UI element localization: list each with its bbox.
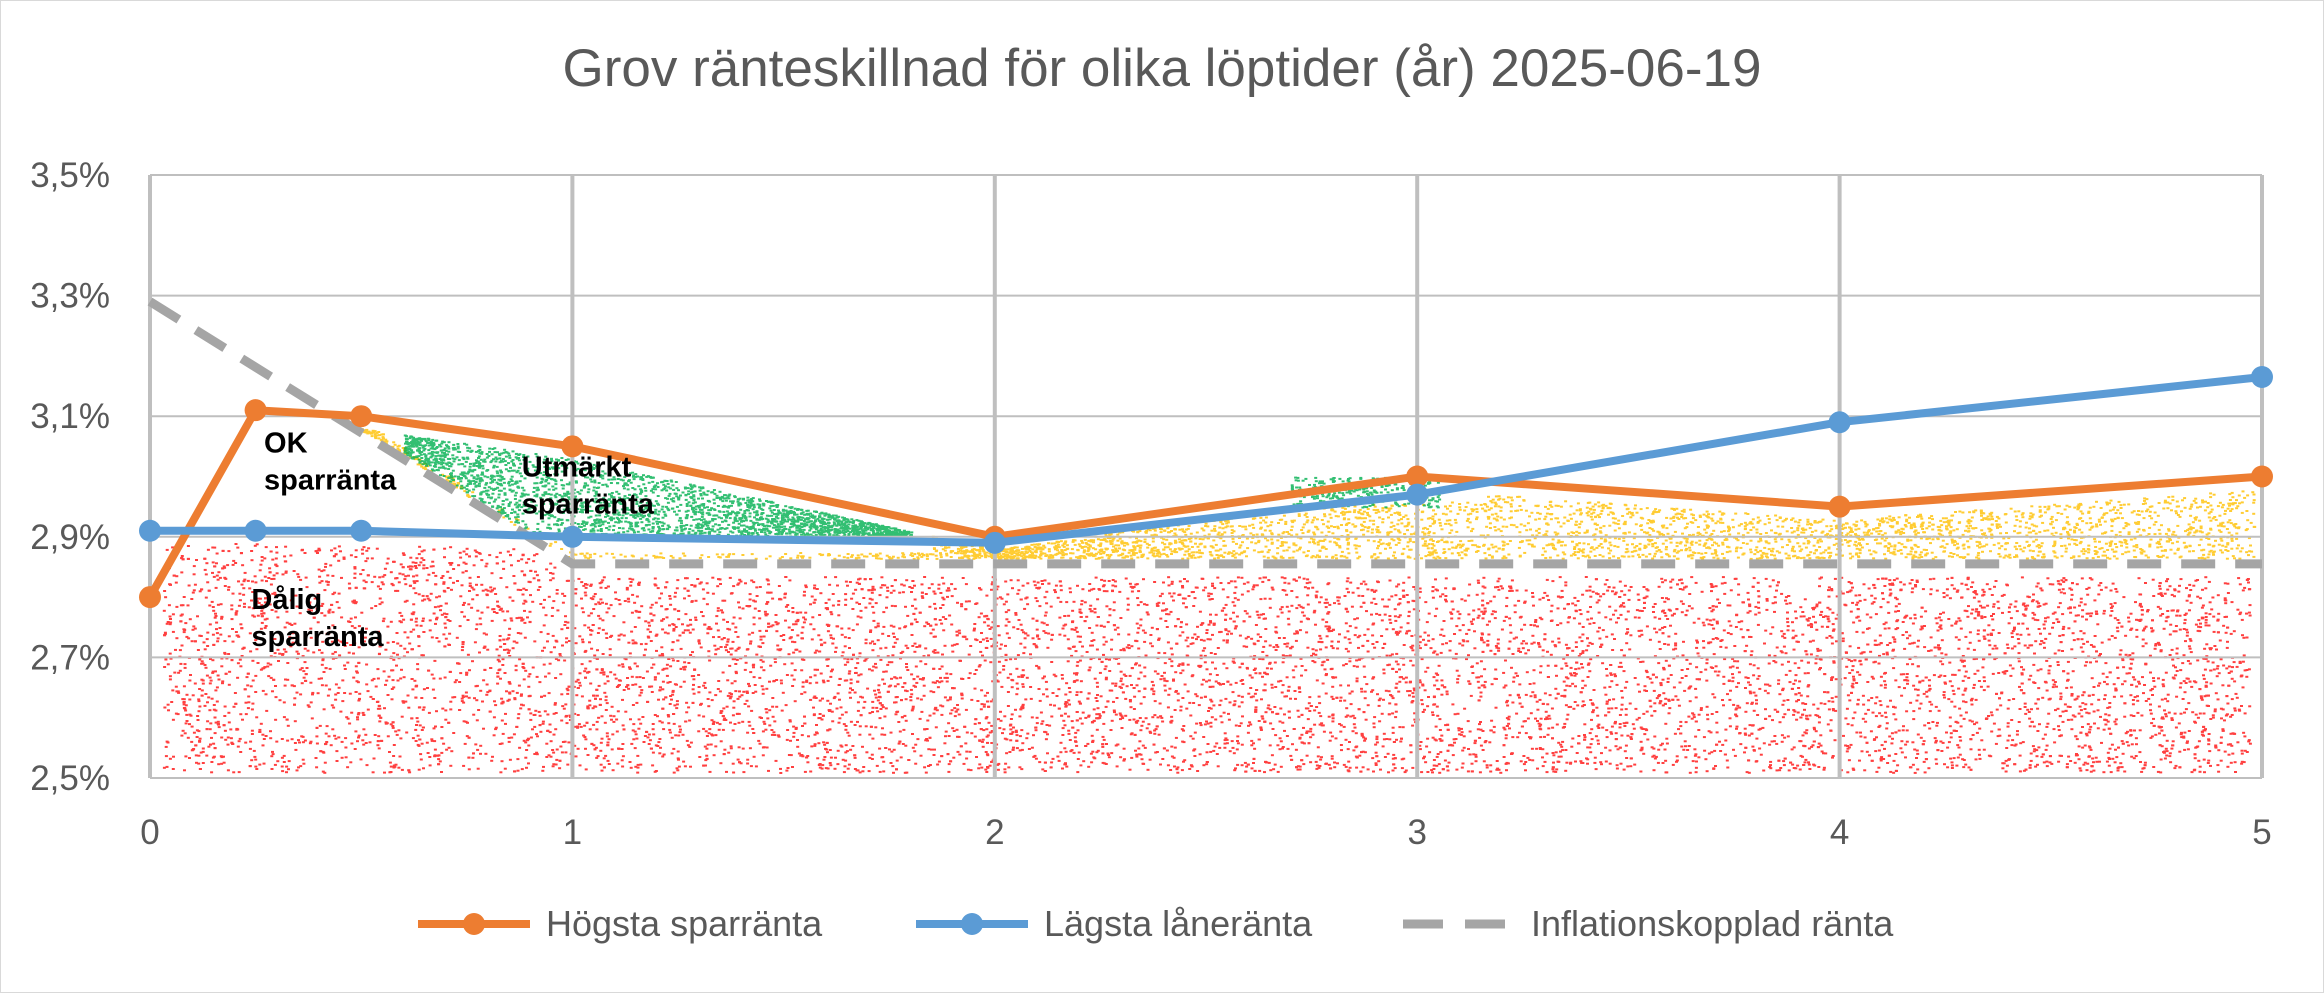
zone-label: Utmärkt sparränta — [522, 452, 655, 521]
zone-labels: OK sparränta Utmärkt sparränta Dålig sparränt… — [251, 427, 654, 653]
series-point — [139, 586, 161, 609]
legend: Högsta sparränta Lägsta låneränta Inflatio… — [418, 903, 1894, 944]
legend-label: Inflationskopplad ränta — [1531, 903, 1894, 944]
series-point — [244, 399, 267, 422]
series-point — [1406, 483, 1429, 506]
series-point — [1828, 411, 1851, 434]
series-point — [983, 531, 1006, 554]
y-tick-label: 2,9% — [30, 518, 110, 557]
gridlines — [148, 174, 2264, 779]
legend-label: Högsta sparränta — [546, 903, 823, 944]
x-tick-label: 5 — [2252, 813, 2271, 852]
y-tick-label: 3,5% — [30, 156, 110, 195]
series-point — [244, 519, 267, 542]
chart-title: Grov ränteskillnad för olika löptider (å… — [562, 39, 1762, 98]
series-point — [2251, 465, 2273, 488]
zone-label: Dålig sparränta — [251, 584, 384, 653]
rating-zones — [162, 428, 2257, 774]
series-lines — [139, 297, 2273, 609]
legend-label: Lägsta låneränta — [1044, 903, 1313, 944]
x-tick-label: 1 — [563, 813, 582, 852]
series-line — [146, 406, 2263, 600]
x-tick-label: 2 — [985, 813, 1004, 852]
series-point — [561, 435, 584, 458]
series-line — [150, 373, 2263, 547]
series-point — [2251, 366, 2273, 389]
series-point — [561, 525, 584, 548]
zone-label: OK sparränta — [264, 427, 397, 496]
tick-labels: 2,5% 2,7% 2,9% 3,1% 3,3% 3,5% 0 1 2 3 4 5 — [30, 156, 2272, 852]
y-tick-label: 3,3% — [30, 277, 110, 316]
series-point — [350, 519, 373, 542]
x-tick-label: 0 — [140, 813, 159, 852]
legend-marker — [961, 913, 983, 935]
series-point — [139, 519, 161, 542]
y-tick-label: 2,5% — [30, 759, 110, 798]
legend-marker — [463, 913, 485, 935]
y-tick-label: 3,1% — [30, 397, 110, 436]
x-tick-label: 4 — [1830, 813, 1849, 852]
series-point — [350, 405, 373, 428]
series-point — [1828, 495, 1851, 518]
y-tick-label: 2,7% — [30, 638, 110, 677]
bad-savings-zone — [162, 543, 2252, 774]
series-point — [1406, 465, 1429, 488]
x-tick-label: 3 — [1407, 813, 1426, 852]
